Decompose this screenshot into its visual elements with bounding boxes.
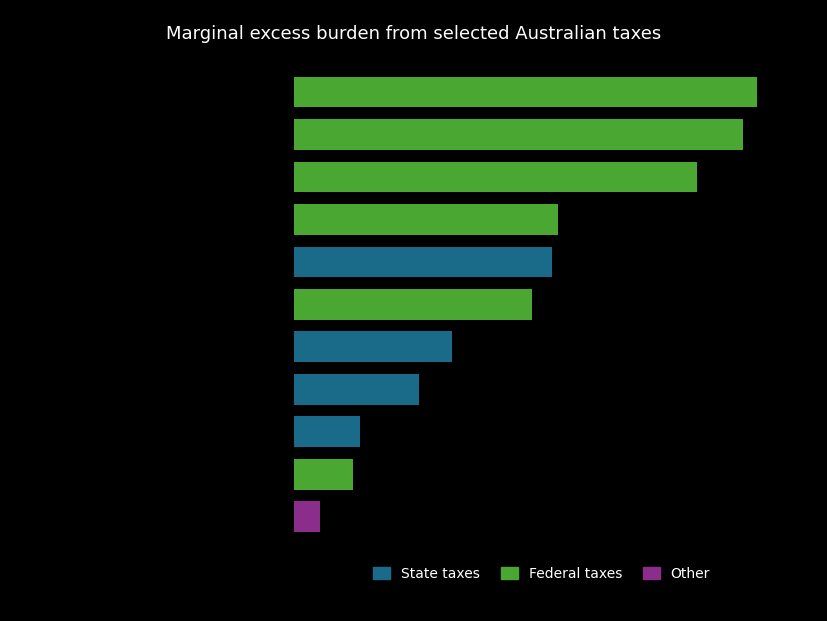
Bar (294, 374, 419, 404)
Bar (294, 161, 697, 192)
Bar (294, 417, 360, 447)
Legend: State taxes, Federal taxes, Other: State taxes, Federal taxes, Other (366, 560, 717, 588)
Bar (294, 332, 452, 362)
Bar (294, 501, 320, 532)
Bar (294, 289, 532, 320)
Bar (294, 76, 757, 107)
Bar (294, 459, 353, 489)
Bar (294, 247, 552, 277)
Bar (294, 204, 558, 235)
Text: Marginal excess burden from selected Australian taxes: Marginal excess burden from selected Aus… (166, 25, 661, 43)
Bar (294, 119, 743, 150)
